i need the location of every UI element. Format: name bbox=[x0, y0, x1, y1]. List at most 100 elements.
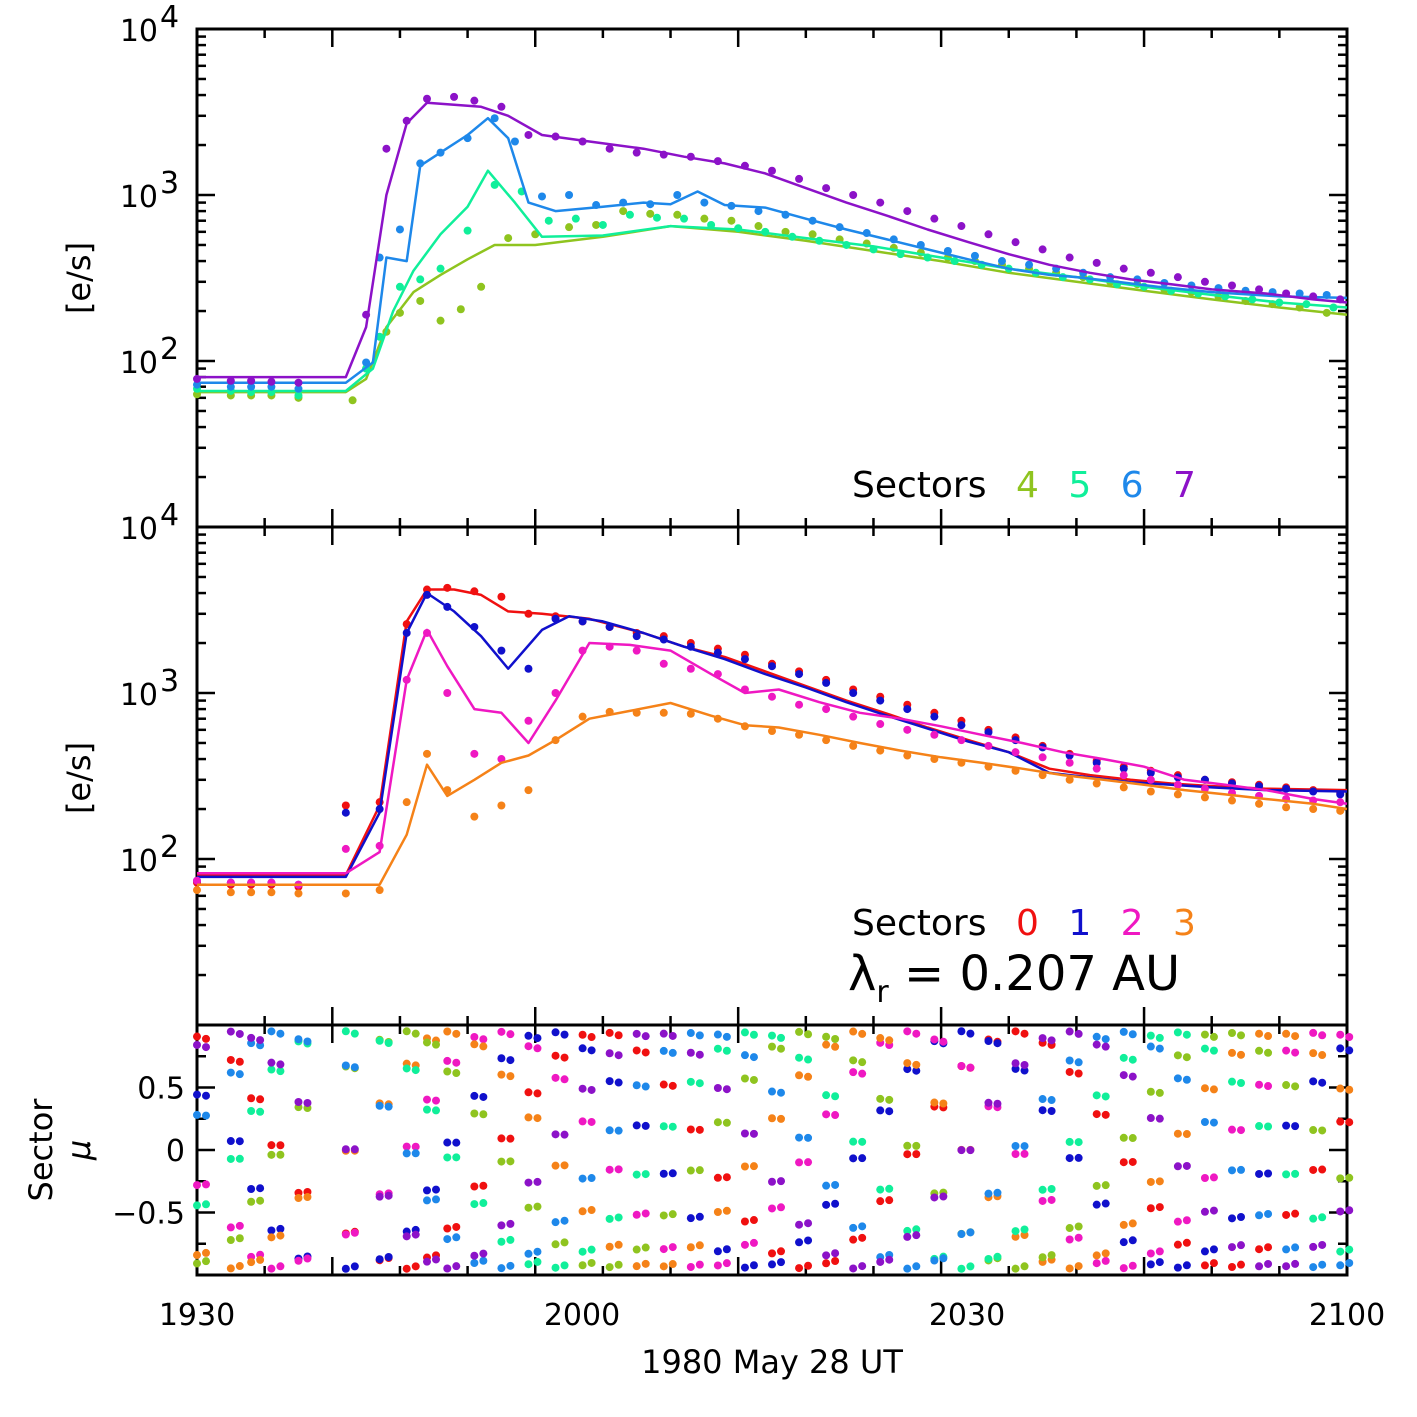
bottom-mu-point-sector-7 bbox=[524, 1178, 533, 1187]
bottom-mu-point-sector-7 bbox=[641, 1032, 650, 1041]
middle-series-3-point bbox=[1065, 775, 1074, 784]
bottom-mu-point-sector-5 bbox=[193, 1201, 201, 1210]
legend-top-item-7: 7 bbox=[1173, 465, 1196, 506]
bottom-mu-point-sector-7 bbox=[930, 1193, 939, 1202]
bottom-mu-point-sector-7 bbox=[695, 1050, 704, 1059]
bottom-mu-point-sector-4 bbox=[235, 1234, 244, 1243]
bottom-mu-point-sector-6 bbox=[226, 1068, 235, 1077]
bottom-mu-point-sector-7 bbox=[1228, 1243, 1236, 1252]
bottom-mu-point-sector-4 bbox=[193, 1259, 201, 1268]
bottom-mu-point-sector-6 bbox=[1155, 1044, 1164, 1053]
middle-series-3-point bbox=[1173, 790, 1182, 799]
bottom-mu-point-sector-0 bbox=[267, 1141, 276, 1150]
bottom-mu-point-sector-1 bbox=[1020, 1066, 1029, 1075]
top-ytick-label: 10 bbox=[120, 180, 158, 215]
bottom-mu-point-sector-0 bbox=[443, 1224, 452, 1233]
bottom-xtick-label: 1930 bbox=[159, 1298, 235, 1333]
bottom-mu-point-sector-2 bbox=[1128, 1261, 1137, 1270]
bottom-mu-point-sector-2 bbox=[350, 1228, 359, 1237]
bottom-mu-point-sector-3 bbox=[912, 1060, 921, 1069]
top-series-7-point bbox=[578, 137, 587, 146]
middle-series-1-point bbox=[470, 622, 479, 631]
middle-series-3-point bbox=[822, 736, 831, 745]
bottom-mu-point-sector-3 bbox=[1309, 1049, 1318, 1058]
bottom-mu-point-sector-7 bbox=[303, 1098, 312, 1107]
bottom-mu-point-sector-3 bbox=[1101, 1249, 1110, 1258]
bottom-ytick-label: 0 bbox=[166, 1134, 185, 1169]
top-series-7-point bbox=[795, 174, 804, 183]
bottom-mu-point-sector-1 bbox=[524, 1031, 533, 1040]
middle-series-0-point bbox=[497, 592, 506, 601]
bottom-mu-point-sector-1 bbox=[993, 1039, 1002, 1048]
bottom-mu-point-sector-2 bbox=[1345, 1032, 1354, 1041]
bottom-mu-point-sector-6 bbox=[659, 1046, 668, 1055]
top-series-6-point bbox=[916, 240, 925, 249]
middle-series-3-point bbox=[423, 749, 431, 758]
bottom-mu-point-sector-0 bbox=[1345, 1118, 1354, 1127]
bottom-mu-point-sector-2 bbox=[749, 1238, 758, 1247]
bottom-mu-point-sector-1 bbox=[1309, 1077, 1318, 1086]
bottom-mu-point-sector-4 bbox=[202, 1257, 210, 1266]
middle-series-2-point bbox=[876, 720, 885, 729]
bottom-mu-point-sector-4 bbox=[551, 1240, 560, 1249]
bottom-mu-point-sector-4 bbox=[1128, 1134, 1137, 1143]
middle-series-1-point bbox=[605, 622, 614, 631]
bottom-mu-point-sector-7 bbox=[722, 1085, 731, 1094]
bottom-mu-point-sector-1 bbox=[605, 1077, 614, 1086]
top-series-6-point bbox=[1025, 260, 1034, 269]
bottom-mu-point-sector-0 bbox=[1155, 1203, 1164, 1212]
middle-series-2-point bbox=[1146, 775, 1155, 784]
bottom-ylabel-mu: μ bbox=[60, 1140, 98, 1161]
bottom-mu-point-sector-1 bbox=[1336, 1044, 1345, 1053]
bottom-mu-point-sector-6 bbox=[1345, 1259, 1354, 1268]
bottom-mu-point-sector-3 bbox=[267, 1233, 276, 1242]
middle-series-1-point bbox=[957, 721, 966, 730]
bottom-mu-point-sector-5 bbox=[795, 1053, 804, 1062]
middle-series-3-point bbox=[578, 712, 587, 721]
bottom-mu-point-sector-1 bbox=[641, 1121, 650, 1130]
middle-series-3-point bbox=[659, 708, 668, 717]
bottom-mu-point-sector-3 bbox=[1200, 1084, 1209, 1093]
top-series-4-point bbox=[592, 220, 601, 229]
bottom-mu-point-sector-2 bbox=[632, 1210, 641, 1219]
bottom-mu-point-sector-5 bbox=[1119, 1053, 1128, 1062]
bottom-mu-point-sector-0 bbox=[524, 1088, 533, 1097]
bottom-mu-point-sector-5 bbox=[350, 1029, 359, 1038]
bottom-mu-point-sector-6 bbox=[641, 1082, 650, 1091]
bottom-mu-point-sector-0 bbox=[1173, 1240, 1182, 1249]
bottom-mu-point-sector-6 bbox=[560, 1216, 569, 1225]
bottom-mu-point-sector-7 bbox=[686, 1048, 695, 1057]
bottom-mu-point-sector-0 bbox=[226, 1055, 235, 1064]
bottom-mu-point-sector-5 bbox=[524, 1260, 533, 1269]
top-series-6-point bbox=[565, 191, 574, 199]
bottom-mu-point-sector-3 bbox=[1237, 1050, 1245, 1059]
bottom-mu-point-sector-4 bbox=[267, 1150, 276, 1159]
middle-series-2-point bbox=[470, 749, 479, 758]
middle-series-1-point bbox=[1309, 787, 1318, 796]
bottom-mu-point-sector-5 bbox=[578, 1247, 587, 1256]
bottom-mu-point-sector-3 bbox=[713, 1208, 722, 1217]
bottom-mu-point-sector-7 bbox=[1128, 1072, 1137, 1081]
bottom-mu-point-sector-7 bbox=[1237, 1241, 1245, 1250]
bottom-mu-point-sector-5 bbox=[1209, 1046, 1218, 1055]
bottom-mu-point-sector-7 bbox=[957, 1146, 966, 1155]
bottom-mu-point-sector-4 bbox=[1011, 1264, 1020, 1273]
top-series-5-point bbox=[571, 214, 580, 223]
bottom-mu-point-sector-3 bbox=[668, 1260, 677, 1269]
middle-series-3-point bbox=[930, 755, 939, 764]
bottom-mu-point-sector-0 bbox=[402, 1264, 411, 1273]
legend-middle-item-1: 1 bbox=[1068, 903, 1091, 944]
bottom-mu-point-sector-7 bbox=[506, 1219, 515, 1228]
middle-series-2-point bbox=[402, 675, 411, 684]
bottom-mu-point-sector-6 bbox=[849, 1223, 858, 1232]
middle-series-3-point bbox=[193, 886, 201, 895]
bottom-mu-point-sector-6 bbox=[267, 1027, 276, 1036]
bottom-mu-point-sector-7 bbox=[1011, 1059, 1020, 1068]
bottom-mu-point-sector-5 bbox=[858, 1137, 867, 1146]
bottom-mu-point-sector-2 bbox=[903, 1027, 912, 1036]
bottom-mu-point-sector-4 bbox=[560, 1238, 569, 1247]
bottom-mu-point-sector-1 bbox=[768, 1260, 776, 1269]
bottom-mu-point-sector-3 bbox=[777, 1114, 785, 1123]
bottom-mu-point-sector-1 bbox=[375, 1255, 384, 1264]
bottom-mu-point-sector-2 bbox=[303, 1254, 312, 1263]
